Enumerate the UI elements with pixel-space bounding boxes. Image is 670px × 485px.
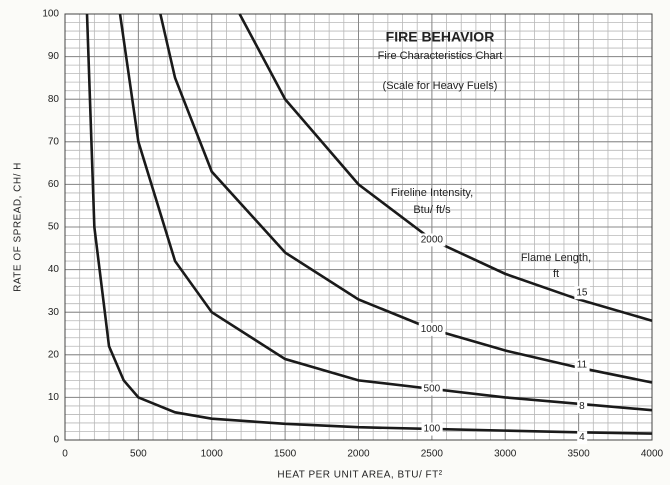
x-tick-label: 3500: [568, 449, 591, 460]
y-tick-label: 70: [48, 136, 60, 147]
chart: FIRE BEHAVIOR Fire Characteristics Chart…: [0, 0, 670, 485]
y-axis-title: RATE OF SPREAD, CH/ H: [13, 162, 24, 292]
curve-label: 11: [577, 360, 588, 371]
x-tick-label: 4000: [641, 449, 664, 460]
curve-label: 8: [579, 401, 585, 412]
curve-label: 100: [424, 424, 441, 435]
flame-label: Flame Length,: [521, 252, 591, 264]
y-tick-label: 60: [48, 179, 60, 190]
x-tick-label: 500: [130, 449, 147, 460]
curve-label: 500: [424, 384, 441, 395]
y-tick-label: 100: [42, 9, 59, 20]
page: {"chart_data": {"type": "line", "title":…: [0, 0, 670, 485]
y-tick-label: 80: [48, 94, 60, 105]
y-tick-label: 40: [48, 264, 60, 275]
grid: [65, 14, 652, 440]
flame-label: ft: [553, 268, 559, 280]
x-tick-label: 2500: [421, 449, 444, 460]
x-tick-label: 1000: [201, 449, 224, 460]
intensity-label: Btu/ ft/s: [413, 204, 451, 216]
x-tick-label: 3000: [494, 449, 517, 460]
y-tick-label: 90: [48, 51, 60, 62]
x-axis-title: HEAT PER UNIT AREA, BTU/ FT²: [277, 470, 442, 481]
curve-label: 15: [576, 287, 588, 298]
x-tick-label: 1500: [274, 449, 297, 460]
chart-title: FIRE BEHAVIOR: [386, 29, 495, 45]
y-tick-label: 30: [48, 307, 60, 318]
chart-subtitle: Fire Characteristics Chart: [378, 50, 503, 62]
y-tick-label: 20: [48, 349, 60, 360]
x-tick-label: 0: [62, 449, 68, 460]
y-tick-label: 0: [53, 435, 59, 446]
curve-label: 1000: [421, 324, 444, 335]
y-tick-label: 50: [48, 222, 60, 233]
intensity-label: Fireline Intensity,: [391, 187, 473, 199]
chart-note: (Scale for Heavy Fuels): [383, 80, 498, 92]
x-tick-label: 2000: [347, 449, 370, 460]
curve-label: 2000: [421, 234, 444, 245]
y-tick-label: 10: [48, 392, 60, 403]
curve-label: 4: [579, 432, 585, 443]
